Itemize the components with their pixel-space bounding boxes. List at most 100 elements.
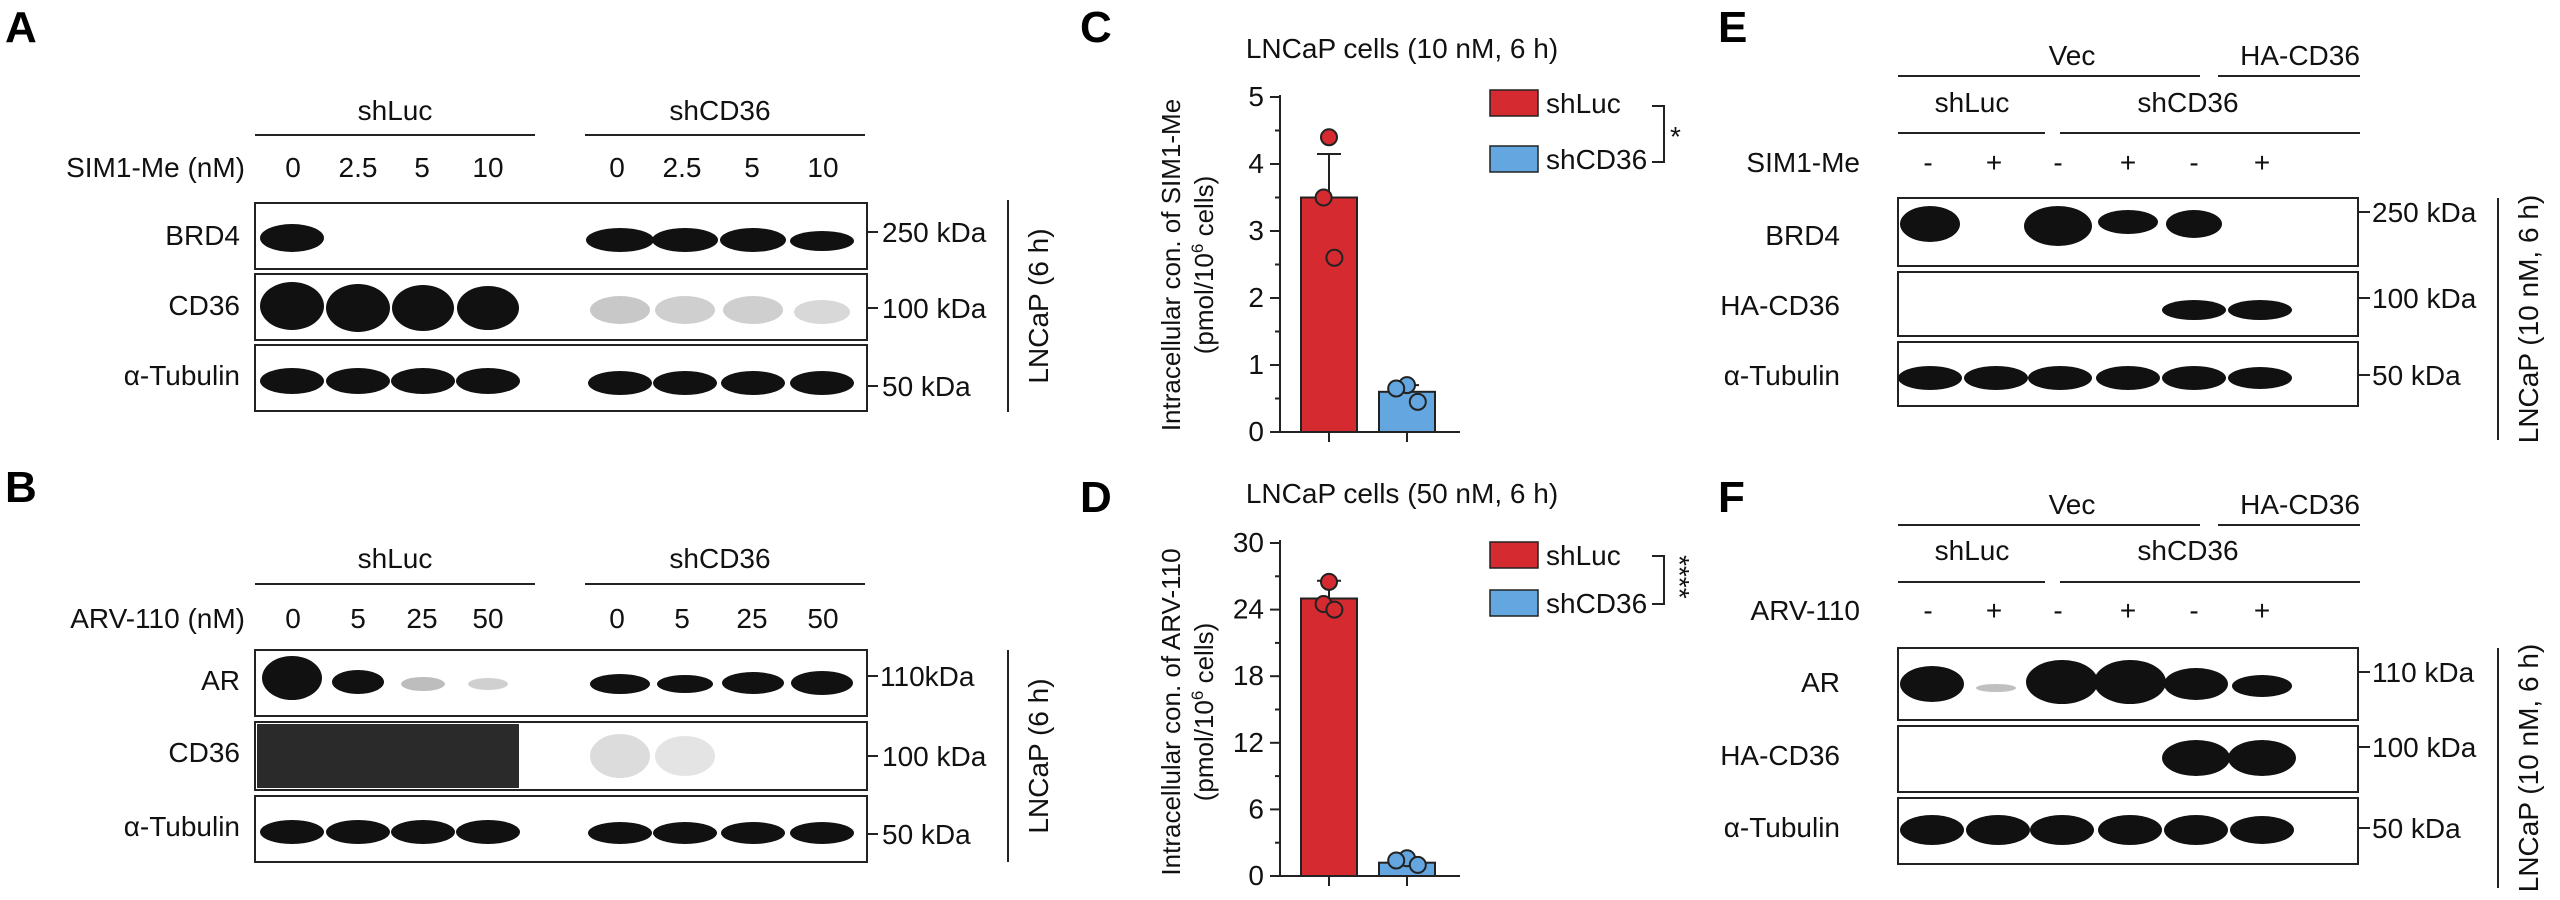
panel-a-group-shcd36: shCD36	[669, 95, 770, 126]
dose-label: 0	[285, 603, 301, 634]
blot-band-faint	[1976, 684, 2016, 692]
blot-ha-cd36	[1897, 271, 2359, 337]
blot-band-faint	[723, 296, 783, 324]
blot-band	[653, 822, 717, 844]
blot-band	[720, 228, 786, 252]
side-label: LNCaP (6 h)	[1023, 678, 1054, 833]
chart-d-title: LNCaP cells (50 nM, 6 h)	[1246, 478, 1558, 509]
legend-label-shluc: shLuc	[1546, 540, 1621, 571]
blot-band	[2098, 815, 2162, 845]
panel-c: C LNCaP cells (10 nM, 6 h) Intracellular…	[1080, 3, 1681, 447]
blot-band	[2096, 366, 2160, 390]
y-tick-label: 5	[1248, 81, 1264, 112]
panel-f-label: F	[1718, 473, 1745, 522]
y-tick-label: 2	[1248, 282, 1264, 313]
dose-label: 50	[807, 603, 838, 634]
y-tick-label: 0	[1248, 860, 1264, 891]
blot-band	[2164, 668, 2228, 700]
marker-label: 250 kDa	[2372, 197, 2477, 228]
row-label-tubulin: α-Tubulin	[124, 360, 240, 391]
blot-band	[2228, 300, 2292, 320]
panel-e-signs: - + - + - +	[1923, 147, 2270, 178]
blot-band-faint	[401, 677, 445, 691]
blot-band	[1900, 206, 1960, 242]
marker-label: 50 kDa	[882, 819, 971, 850]
sign-label: -	[2053, 595, 2062, 626]
data-point	[1320, 128, 1338, 147]
legend-swatch-shcd36	[1489, 145, 1539, 173]
panel-b: B shLuc shCD36 ARV-110 (nM) 0 5 25 50 0 …	[5, 463, 1054, 863]
chart-c-ylabel: Intracellular con. of SIM1-Me	[1156, 99, 1186, 431]
legend-label-shcd36: shCD36	[1546, 144, 1647, 175]
data-point	[1325, 600, 1344, 619]
blot-band	[2162, 366, 2226, 390]
panel-c-label: C	[1080, 3, 1112, 52]
y-tick-label: 3	[1248, 215, 1264, 246]
blot-band	[790, 822, 854, 844]
marker-label: 250 kDa	[882, 217, 987, 248]
row-label-brd4: BRD4	[165, 220, 240, 251]
dose-label: 2.5	[663, 152, 702, 183]
row-label-ar: AR	[201, 665, 240, 696]
ylabel-unit-pre: (pmol/10	[1189, 253, 1219, 354]
y-tick-label: 0	[1248, 416, 1264, 447]
chart-d-ylabel: Intracellular con. of ARV-110	[1156, 548, 1186, 875]
data-point	[1408, 855, 1427, 874]
blot-band	[326, 820, 390, 844]
blot-band	[2228, 740, 2296, 776]
blot-band-faint	[590, 734, 650, 778]
legend-swatch-shcd36	[1489, 589, 1539, 617]
blot-band	[2094, 660, 2166, 704]
dose-label: 0	[609, 152, 625, 183]
panel-f: F Vec HA-CD36 shLuc shCD36 ARV-110 - + -…	[1718, 473, 2544, 892]
significance-bracket	[1652, 555, 1665, 605]
blot-band	[588, 371, 652, 395]
row-label-ha-cd36: HA-CD36	[1720, 290, 1840, 321]
dose-label: 5	[414, 152, 430, 183]
dose-label: 0	[609, 603, 625, 634]
dose-label: 10	[807, 152, 838, 183]
blot-band	[326, 284, 390, 332]
ylabel-unit-post: cells)	[1189, 176, 1219, 244]
blot-band	[260, 820, 324, 844]
ylabel-unit-post: cells)	[1189, 623, 1219, 691]
panel-b-group-shcd36: shCD36	[669, 543, 770, 574]
y-tick-label: 18	[1233, 660, 1264, 691]
sign-label: +	[1986, 147, 2002, 178]
dose-label: 25	[736, 603, 767, 634]
blot-band	[2024, 206, 2092, 246]
dose-label: 5	[744, 152, 760, 183]
blot-band	[721, 371, 785, 395]
chart-c-bars	[1300, 128, 1436, 442]
blot-band	[2098, 210, 2158, 234]
marker-label: 110kDa	[880, 661, 975, 692]
blot-band	[260, 368, 324, 394]
blot-band	[260, 282, 324, 330]
sign-label: -	[2189, 595, 2198, 626]
blot-band-faint	[590, 296, 650, 324]
row-label-cd36: CD36	[168, 290, 240, 321]
y-tick-label: 4	[1248, 148, 1264, 179]
row-label-brd4: BRD4	[1765, 220, 1840, 251]
blot-band	[790, 371, 854, 395]
ylabel-unit-pre: (pmol/10	[1189, 700, 1219, 801]
sign-label: -	[2189, 147, 2198, 178]
blot-band	[260, 224, 324, 252]
blot-band	[2232, 675, 2292, 697]
blot-band	[2164, 815, 2228, 845]
side-label: LNCaP (10 nM, 6 h)	[2513, 644, 2544, 893]
blot-band	[588, 822, 652, 844]
y-tick-label: 30	[1233, 527, 1264, 558]
blot-band-faint	[794, 300, 850, 324]
blot-band	[657, 675, 713, 693]
group-shcd36: shCD36	[2137, 535, 2238, 566]
blot-band	[456, 368, 520, 394]
marker-label: 50 kDa	[882, 371, 971, 402]
sign-label: -	[1923, 595, 1932, 626]
top-group-vec: Vec	[2049, 40, 2096, 71]
row-label-ar: AR	[1801, 667, 1840, 698]
data-point	[1325, 248, 1344, 267]
panel-a-group-shluc: shLuc	[358, 95, 433, 126]
panel-b-label: B	[5, 463, 37, 512]
